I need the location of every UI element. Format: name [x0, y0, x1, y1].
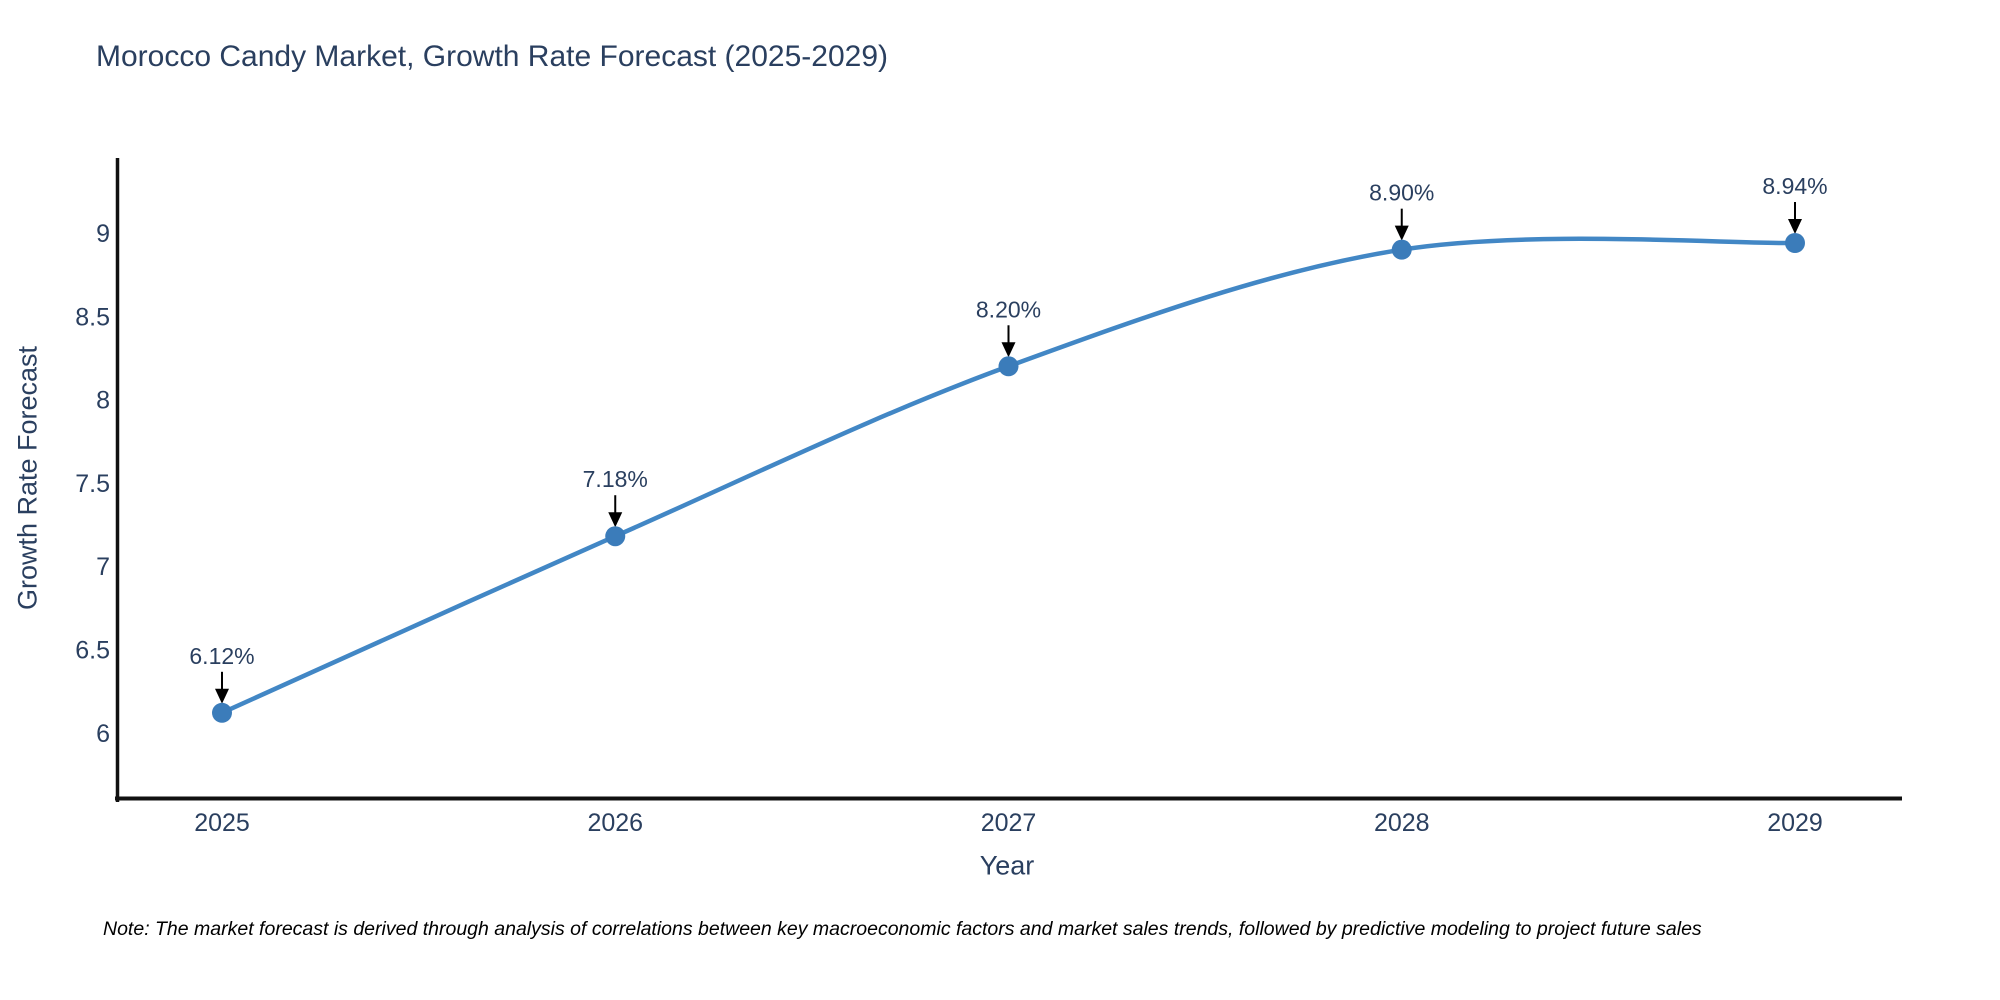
x-tick-label: 2025	[194, 809, 250, 837]
y-tick-label: 6.5	[75, 637, 110, 665]
data-point-2028[interactable]	[1391, 239, 1412, 260]
chart-title: Morocco Candy Market, Growth Rate Foreca…	[96, 40, 888, 73]
y-tick-label: 8.5	[75, 303, 110, 331]
y-tick-label: 6	[96, 720, 110, 748]
data-point-label: 8.94%	[1762, 173, 1827, 199]
annotation-arrowhead-icon	[215, 688, 229, 704]
x-tick-label: 2029	[1767, 809, 1823, 837]
data-point-label: 8.90%	[1369, 180, 1434, 206]
x-axis-title: Year	[979, 850, 1035, 881]
annotation-arrowhead-icon	[608, 512, 623, 528]
y-tick-label: 7	[96, 553, 110, 581]
x-tick-label: 2026	[587, 809, 643, 837]
x-tick-label: 2027	[981, 809, 1037, 837]
data-point-label: 7.18%	[583, 466, 648, 492]
x-tick-label: 2028	[1374, 809, 1430, 837]
data-point-2025[interactable]	[212, 702, 232, 723]
data-point-label: 6.12%	[189, 643, 254, 669]
data-point-2027[interactable]	[998, 356, 1019, 377]
annotation-arrowhead-icon	[1394, 225, 1409, 241]
annotation-arrowhead-icon	[1001, 342, 1016, 358]
y-tick-label: 7.5	[75, 470, 110, 498]
chart-note: Note: The market forecast is derived thr…	[103, 918, 1702, 940]
data-point-2026[interactable]	[605, 526, 626, 547]
data-point-label: 8.20%	[976, 296, 1041, 322]
y-tick-label: 8	[96, 387, 110, 415]
y-tick-label: 9	[96, 220, 110, 248]
data-point-2029[interactable]	[1785, 232, 1805, 253]
annotation-arrowhead-icon	[1788, 218, 1802, 234]
